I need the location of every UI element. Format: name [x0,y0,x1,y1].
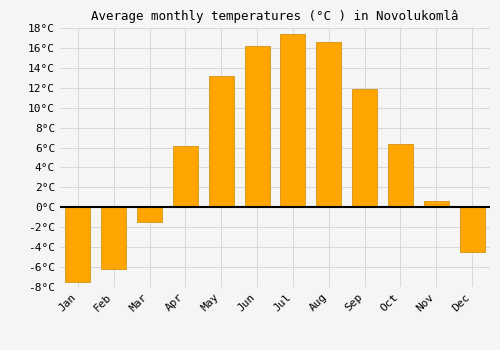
Bar [173,146,198,207]
Bar [137,207,162,222]
Bar [208,76,234,207]
Bar [66,207,90,282]
Bar [352,89,377,207]
Bar [244,46,270,207]
Bar [316,42,342,207]
Bar [101,207,126,269]
Bar [388,144,413,207]
Title: Average monthly temperatures (°C ) in Novolukomlâ: Average monthly temperatures (°C ) in No… [91,10,459,23]
Bar [280,34,305,207]
Bar [424,201,449,207]
Bar [460,207,484,252]
